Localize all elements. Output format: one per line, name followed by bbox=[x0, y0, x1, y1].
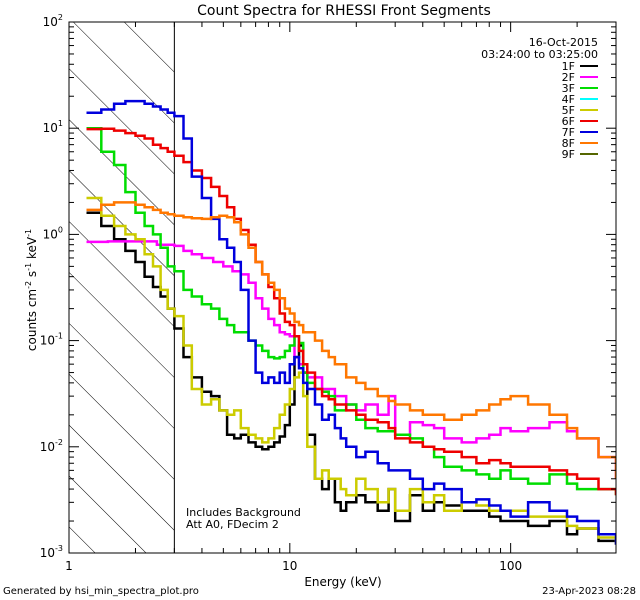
legend-label-4f: 4F bbox=[562, 93, 575, 106]
y-tick-label: 101 bbox=[43, 119, 63, 135]
y-tick-label: 102 bbox=[43, 13, 63, 29]
legend-label-7f: 7F bbox=[562, 126, 575, 139]
chart-title: Count Spectra for RHESSI Front Segments bbox=[197, 3, 491, 19]
legend-label-8f: 8F bbox=[562, 137, 575, 150]
x-axis-label: Energy (keV) bbox=[304, 575, 381, 589]
series-line-5f bbox=[86, 196, 616, 545]
y-axis: 10-3 10-2 10-1 100 101 102 bbox=[40, 13, 616, 560]
legend-label-9f: 9F bbox=[562, 148, 575, 161]
time-range-annotation: 03:24:00 to 03:25:00 bbox=[481, 48, 598, 61]
series-line-2f bbox=[86, 240, 616, 479]
footer-generator: Generated by hsi_min_spectra_plot.pro bbox=[3, 586, 199, 597]
y-tick-label: 10-2 bbox=[40, 438, 63, 454]
plot-frame bbox=[68, 21, 617, 554]
y-tick-label: 10-3 bbox=[40, 544, 63, 560]
background-annotation: Includes Background bbox=[186, 506, 301, 519]
y-axis-label: counts cm-2 s-1 keV-1 bbox=[24, 229, 39, 351]
series-layer bbox=[86, 99, 616, 545]
x-tick-label: 100 bbox=[499, 559, 522, 573]
legend-label-5f: 5F bbox=[562, 104, 575, 117]
series-line-8f bbox=[86, 201, 616, 479]
legend-label-1f: 1F bbox=[562, 60, 575, 73]
y-tick-label: 100 bbox=[43, 225, 63, 241]
legend-label-3f: 3F bbox=[562, 82, 575, 95]
series-line-7f bbox=[86, 99, 616, 545]
series-line-6f bbox=[86, 127, 616, 496]
y-tick-label: 10-1 bbox=[40, 332, 63, 348]
attenuator-annotation: Att A0, FDecim 2 bbox=[186, 518, 279, 531]
legend-label-6f: 6F bbox=[562, 115, 575, 128]
legend-label-2f: 2F bbox=[562, 71, 575, 84]
x-tick-label: 10 bbox=[282, 559, 297, 573]
footer-timestamp: 23-Apr-2023 08:28 bbox=[542, 586, 636, 597]
date-annotation: 16-Oct-2015 bbox=[529, 36, 598, 49]
plot-area bbox=[69, 22, 616, 553]
x-tick-label: 1 bbox=[65, 559, 73, 573]
